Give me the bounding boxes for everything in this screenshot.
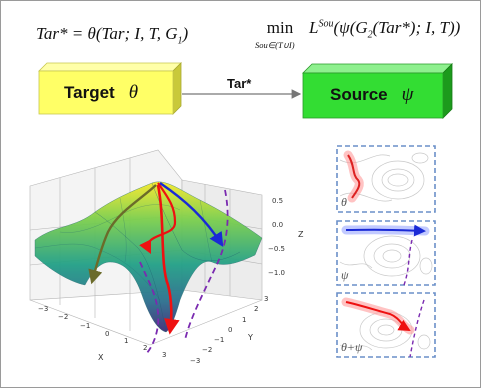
min-word: min [266, 18, 294, 37]
psi-symbol: ψ [401, 84, 414, 105]
target-box [38, 62, 182, 115]
panel-theta-plus-psi-label: θ+ψ [341, 340, 363, 354]
source-box [302, 63, 453, 119]
source-box-label: Source ψ [330, 84, 413, 106]
z-tick: −1.0 [268, 269, 285, 277]
y-tick: −1 [214, 336, 224, 344]
min-subscript: Sou∈(T∪I) [255, 40, 295, 50]
target-formula-lhs: Tar* = θ(Tar; I, T, G [36, 24, 178, 43]
panel-psi-label: ψ [341, 268, 349, 282]
x-tick: 3 [162, 351, 166, 359]
y-tick: 2 [254, 305, 258, 313]
y-tick: −2 [202, 346, 212, 354]
x-axis-label: X [98, 353, 104, 362]
loss-body-a: (ψ(G [333, 18, 368, 37]
y-axis: −3 −2 −1 0 1 2 3 Y [190, 295, 268, 365]
loss-symbol: L [309, 18, 319, 37]
y-tick: 1 [242, 316, 246, 324]
panel-psi: ψ [336, 220, 436, 286]
target-box-label: Target θ [64, 82, 138, 104]
y-axis-label: Y [247, 333, 253, 342]
target-formula-subscript: 1 [177, 35, 183, 47]
x-tick: 1 [124, 337, 128, 345]
z-tick: 0.5 [272, 197, 283, 205]
loss-superscript: Sou [318, 18, 334, 30]
blue-trajectory [159, 182, 224, 248]
theta-symbol: θ [128, 82, 139, 103]
purple-dashed-path-right [184, 189, 229, 341]
x-tick: 2 [143, 344, 147, 352]
loss-body-b: (Tar*); I, T)) [372, 18, 461, 37]
x-axis: −3 −2 −1 0 1 2 3 X [38, 305, 166, 362]
purple-dashed-path-left [139, 261, 160, 355]
z-tick: 0.0 [272, 221, 283, 229]
y-tick: 3 [264, 295, 268, 303]
x-tick: 0 [105, 330, 109, 338]
target-label-text: Target [64, 83, 115, 102]
source-formula: min Sou∈(T∪I) LSou(ψ(G2(Tar*); I, T)) [255, 18, 461, 50]
min-operator: min Sou∈(T∪I) [255, 18, 305, 50]
x-tick: −2 [58, 313, 68, 321]
target-formula-tail: ) [182, 24, 189, 43]
x-tick: −3 [38, 305, 48, 313]
red-trajectory-upper [139, 182, 177, 254]
loss-body-subscript: 2 [367, 29, 373, 41]
z-tick: −0.5 [268, 245, 285, 253]
panel-theta: θ [336, 145, 436, 213]
y-tick: 0 [228, 326, 232, 334]
y-tick: −3 [190, 357, 200, 365]
source-label-text: Source [330, 85, 388, 104]
panel-theta-plus-psi: θ+ψ [336, 292, 436, 358]
z-axis-label: Z [298, 230, 304, 239]
red-trajectory-main [156, 184, 180, 335]
target-formula: Tar* = θ(Tar; I, T, G1) [36, 24, 188, 46]
panel-theta-label: θ [341, 195, 347, 209]
tar-star-label: Tar* [227, 76, 252, 91]
z-axis: 0.5 0.0 −0.5 −1.0 Z [268, 197, 304, 277]
olive-trajectory [88, 184, 157, 285]
x-tick: −1 [80, 322, 90, 330]
